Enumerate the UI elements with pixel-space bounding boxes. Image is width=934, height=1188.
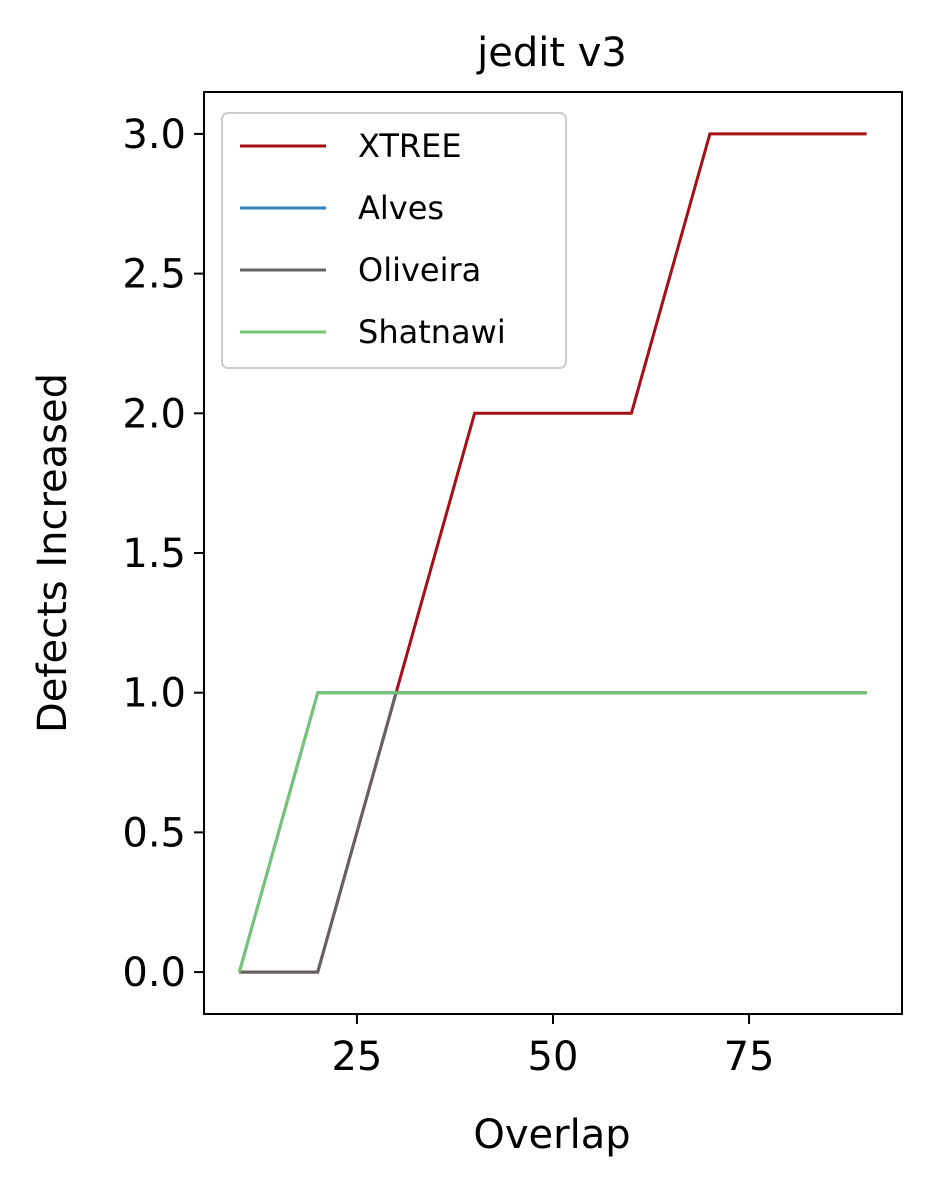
y-axis-ticks: 0.0 0.5 1.0 1.5 2.0 2.5 3.0 — [122, 112, 204, 996]
y-tick-label: 0.5 — [122, 810, 186, 856]
y-tick-label: 3.0 — [122, 112, 186, 158]
legend-box — [221, 112, 567, 369]
y-axis-label: Defects Increased — [30, 373, 76, 733]
x-tick-label: 25 — [331, 1034, 382, 1080]
x-axis-label: Overlap — [473, 1112, 630, 1158]
chart-title: jedit v3 — [476, 30, 627, 76]
x-tick-label: 75 — [724, 1034, 775, 1080]
y-tick-label: 1.5 — [122, 531, 186, 577]
legend-label: Alves — [358, 189, 444, 227]
y-tick-label: 1.0 — [122, 671, 186, 717]
legend-label: Shatnawi — [358, 313, 506, 351]
legend: XTREE Alves Oliveira Shatnawi — [221, 112, 567, 369]
y-tick-label: 2.0 — [122, 391, 186, 437]
x-axis-ticks: 25 50 75 — [331, 1014, 775, 1080]
legend-label: XTREE — [358, 127, 462, 165]
y-tick-label: 2.5 — [122, 252, 186, 298]
y-tick-label: 0.0 — [122, 950, 186, 996]
x-tick-label: 50 — [528, 1034, 579, 1080]
legend-label: Oliveira — [358, 251, 481, 289]
series-line-shatnawi — [237, 691, 867, 973]
series-layer — [237, 132, 867, 974]
